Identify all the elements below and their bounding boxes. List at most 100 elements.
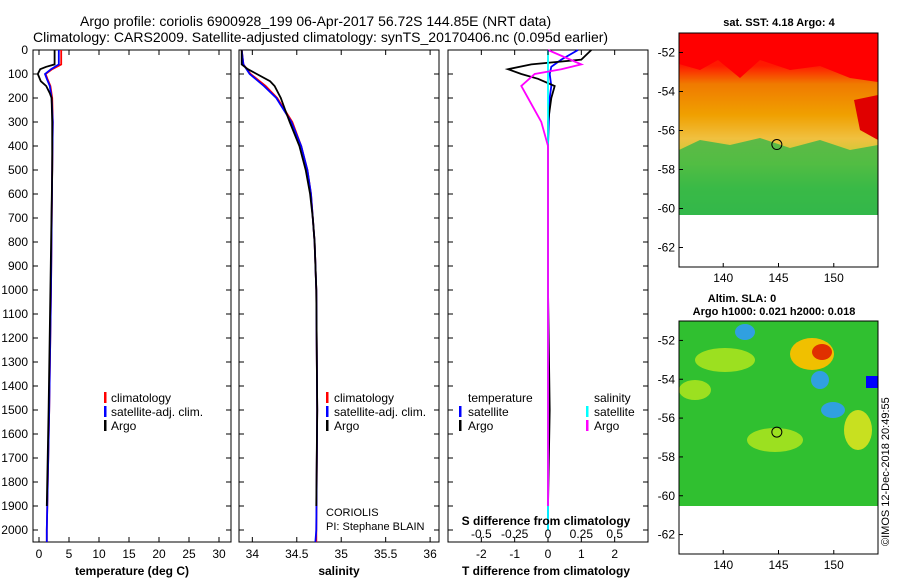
x-tick-label: 15 bbox=[122, 547, 136, 561]
x-tick-label: 5 bbox=[66, 547, 73, 561]
sst-warm-front bbox=[679, 33, 878, 82]
salinity-plot bbox=[240, 49, 319, 543]
s-difference-xlabel: S difference from climatology bbox=[462, 514, 631, 528]
x-tick-label: 35.5 bbox=[374, 547, 398, 561]
map-x-tick-label: 140 bbox=[713, 558, 733, 572]
sla-map-title: Altim. SLA: 0 bbox=[708, 293, 776, 305]
map-x-tick-label: 145 bbox=[768, 271, 788, 285]
s-diff-tick-label: -0.5 bbox=[471, 527, 492, 541]
x-tick-label: 2 bbox=[611, 547, 618, 561]
sst-eddy bbox=[854, 95, 878, 140]
map-y-tick-label: -60 bbox=[658, 202, 676, 216]
depth-axis: 0 100 200 300 400 500 600 700 800 900 1000 1100 1200… bbox=[1, 43, 648, 537]
depth-tick-label: 1600 bbox=[1, 427, 28, 441]
legend-swatch-climatology bbox=[326, 392, 329, 403]
s-difference-x-ticks: -0.5 -0.25 0 0.25 0.5 bbox=[471, 527, 623, 541]
depth-tick-label: 1500 bbox=[1, 403, 28, 417]
legend-swatch-argo bbox=[326, 420, 329, 431]
depth-tick-label: 1000 bbox=[1, 283, 28, 297]
x-tick-label: 36 bbox=[423, 547, 437, 561]
legend-label-argo: Argo bbox=[111, 419, 137, 433]
map-y-tick-label: -54 bbox=[658, 372, 676, 386]
depth-tick-label: 900 bbox=[8, 259, 28, 273]
imos-credit: ©IMOS 12-Dec-2018 20:49:55 bbox=[880, 397, 892, 546]
x-tick-label: 20 bbox=[152, 547, 166, 561]
legend-label-climatology: climatology bbox=[334, 391, 394, 405]
sla-high-core bbox=[812, 344, 832, 360]
legend-swatch-s-satellite bbox=[586, 406, 589, 417]
legend-label-s-satellite: satellite bbox=[594, 405, 635, 419]
legend-label-satellite: satellite-adj. clim. bbox=[334, 405, 426, 419]
title-line-1: Argo profile: coriolis 6900928_199 06-Ap… bbox=[80, 13, 551, 29]
sla-blob bbox=[679, 380, 711, 400]
legend-title-temperature: temperature bbox=[468, 391, 533, 405]
series-line-climatology bbox=[240, 49, 319, 542]
sst-argo-position-marker bbox=[771, 139, 783, 151]
depth-tick-label: 500 bbox=[8, 163, 28, 177]
sla-blob bbox=[844, 410, 872, 450]
legend-label-t-argo: Argo bbox=[468, 419, 494, 433]
map-y-tick-label: -54 bbox=[658, 85, 676, 99]
salinity-panel-frame bbox=[238, 49, 440, 543]
depth-tick-label: 1200 bbox=[1, 331, 28, 345]
temperature-legend: climatology satellite-adj. clim. Argo bbox=[104, 391, 203, 433]
s-diff-tick-label: 0 bbox=[545, 527, 552, 541]
sst-cold-region bbox=[679, 138, 878, 215]
map-y-tick-label: -56 bbox=[658, 124, 676, 138]
map-y-tick-label: -60 bbox=[658, 489, 676, 503]
depth-tick-label: 1800 bbox=[1, 475, 28, 489]
x-tick-label: 1 bbox=[578, 547, 585, 561]
map-x-tick-label: 140 bbox=[713, 271, 733, 285]
legend-label-argo: Argo bbox=[334, 419, 360, 433]
legend-label-s-argo: Argo bbox=[594, 419, 620, 433]
depth-tick-label: 700 bbox=[8, 211, 28, 225]
temperature-panel-frame bbox=[32, 49, 232, 543]
legend-swatch-climatology bbox=[104, 392, 107, 403]
depth-tick-label: 1300 bbox=[1, 355, 28, 369]
series-line-s-argo bbox=[520, 49, 585, 506]
series-line-t-satellite bbox=[547, 49, 579, 530]
sla-blob bbox=[747, 428, 803, 452]
depth-tick-label: 1900 bbox=[1, 499, 28, 513]
sla-argo-position-marker bbox=[771, 426, 783, 438]
title-line-2: Climatology: CARS2009. Satellite-adjuste… bbox=[33, 29, 608, 45]
difference-legend-salinity: salinity satellite Argo bbox=[586, 391, 635, 433]
sst-no-data bbox=[679, 215, 878, 267]
map-y-tick-label: -62 bbox=[658, 241, 676, 255]
map-y-tick-label: -58 bbox=[658, 163, 676, 177]
x-tick-label: 0 bbox=[545, 547, 552, 561]
x-tick-label: 35 bbox=[335, 547, 349, 561]
t-difference-xlabel: T difference from climatology bbox=[462, 564, 630, 578]
temperature-x-ticks: 0 5 10 15 20 25 30 bbox=[36, 50, 226, 561]
temperature-plot bbox=[36, 50, 63, 542]
legend-swatch-s-argo bbox=[586, 420, 589, 431]
series-line-argo bbox=[36, 50, 56, 507]
sla-map-subtitle: Argo h1000: 0.021 h2000: 0.018 bbox=[693, 306, 856, 318]
sst-map bbox=[678, 32, 879, 268]
sla-low-cell bbox=[866, 376, 878, 388]
s-diff-tick-label: 0.5 bbox=[606, 527, 623, 541]
x-tick-label: 10 bbox=[92, 547, 106, 561]
t-difference-x-ticks: -2 -1 0 1 2 bbox=[476, 50, 618, 561]
map-x-tick-label: 150 bbox=[824, 271, 844, 285]
legend-swatch-t-argo bbox=[459, 420, 462, 431]
x-tick-label: -1 bbox=[509, 547, 520, 561]
sla-field bbox=[679, 321, 878, 506]
salinity-xlabel: salinity bbox=[318, 564, 360, 578]
s-diff-tick-label: -0.25 bbox=[501, 527, 529, 541]
legend-swatch-argo bbox=[104, 420, 107, 431]
sla-blob bbox=[695, 348, 755, 372]
legend-swatch-satellite bbox=[326, 406, 329, 417]
legend-label-satellite: satellite-adj. clim. bbox=[111, 405, 203, 419]
series-line-argo bbox=[240, 50, 319, 507]
depth-tick-label: 0 bbox=[21, 43, 28, 57]
legend-swatch-t-satellite bbox=[459, 406, 462, 417]
map-y-tick-label: -62 bbox=[658, 528, 676, 542]
depth-tick-label: 1700 bbox=[1, 451, 28, 465]
sla-map-ticks: 140 145 150 -52 -54 -56 -58 -60 -62 bbox=[658, 333, 844, 572]
x-tick-label: 34 bbox=[246, 547, 260, 561]
depth-tick-label: 1100 bbox=[2, 307, 28, 321]
s-diff-tick-label: 0.25 bbox=[570, 527, 594, 541]
depth-tick-label: 2000 bbox=[1, 523, 28, 537]
